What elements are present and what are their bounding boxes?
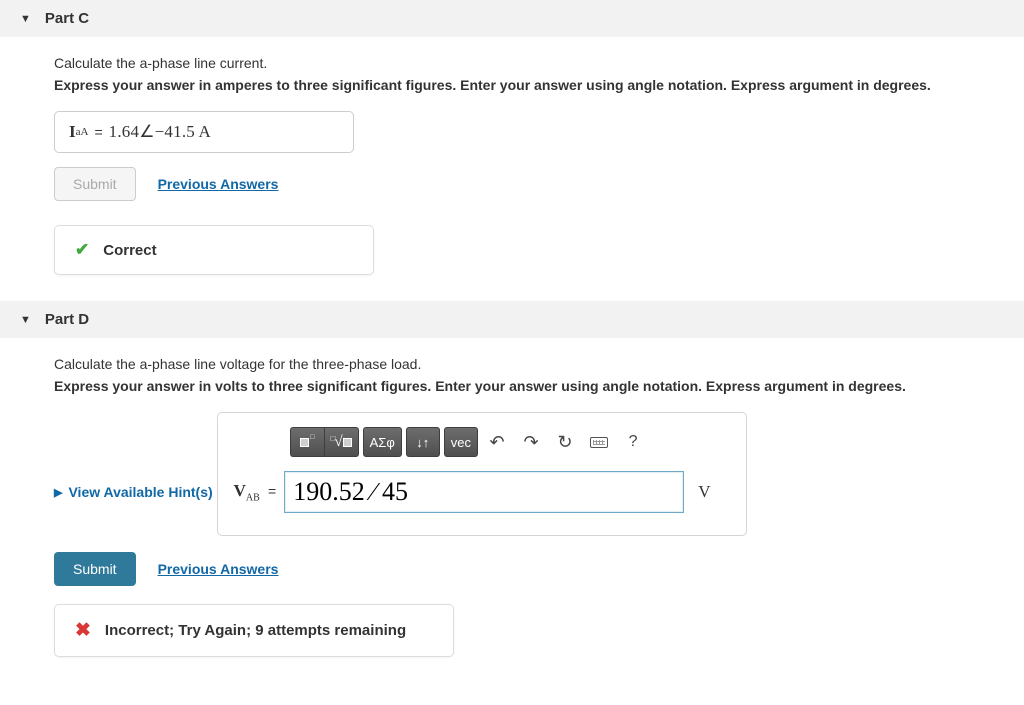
feedback-text: Correct [103, 242, 156, 259]
caret-down-icon: ▼ [20, 314, 31, 326]
view-hints-link[interactable]: ▶ View Available Hint(s) [54, 484, 213, 500]
template-button[interactable]: □ [290, 427, 324, 457]
part-d-button-row: Submit Previous Answers [54, 552, 970, 586]
submit-button[interactable]: Submit [54, 552, 136, 586]
part-d-title: Part D [45, 311, 89, 328]
vec-button[interactable]: vec [444, 427, 478, 457]
reset-icon[interactable]: ↻ [550, 427, 580, 457]
equals-sign: = [268, 483, 276, 499]
part-c: ▼ Part C Calculate the a-phase line curr… [0, 0, 1024, 289]
editor-toolbar: □ □√ ΑΣφ ↓↑ vec ↶ ↷ ↻ ? [290, 427, 730, 457]
part-d-instruction: Express your answer in volts to three si… [54, 378, 970, 394]
part-d-prompt: Calculate the a-phase line voltage for t… [54, 356, 970, 372]
part-d-feedback: ✖ Incorrect; Try Again; 9 attempts remai… [54, 604, 454, 657]
part-c-button-row: Submit Previous Answers [54, 167, 970, 201]
variable-subscript: AB [246, 492, 260, 503]
part-c-feedback: ✔ Correct [54, 225, 374, 275]
variable-label: VAB = [234, 481, 277, 503]
radical-icon: □√ [331, 434, 352, 451]
previous-answers-link[interactable]: Previous Answers [158, 561, 279, 577]
part-c-answer-box: IaA = 1.64∠−41.5 A [54, 111, 354, 153]
feedback-text: Incorrect; Try Again; 9 attempts remaini… [105, 622, 406, 639]
arrows-button[interactable]: ↓↑ [406, 427, 440, 457]
radical-button[interactable]: □√ [324, 427, 359, 457]
variable-symbol: V [234, 481, 246, 500]
greek-button[interactable]: ΑΣφ [363, 427, 402, 457]
answer-value: 1.64∠−41.5 A [109, 122, 211, 142]
undo-icon[interactable]: ↶ [482, 427, 512, 457]
check-icon: ✔ [75, 240, 89, 260]
part-c-header[interactable]: ▼ Part C [0, 0, 1024, 37]
submit-button: Submit [54, 167, 136, 201]
equals-sign: = [94, 124, 102, 140]
hints-label: View Available Hint(s) [68, 484, 212, 500]
previous-answers-link[interactable]: Previous Answers [158, 176, 279, 192]
part-c-body: Calculate the a-phase line current. Expr… [0, 37, 1024, 289]
variable-subscript: aA [76, 126, 89, 138]
caret-right-icon: ▶ [54, 486, 62, 499]
part-c-prompt: Calculate the a-phase line current. [54, 55, 970, 71]
help-icon[interactable]: ? [618, 427, 648, 457]
part-d-header[interactable]: ▼ Part D [0, 301, 1024, 338]
part-c-title: Part C [45, 10, 89, 27]
keyboard-icon[interactable] [584, 427, 614, 457]
redo-icon[interactable]: ↷ [516, 427, 546, 457]
answer-editor: □ □√ ΑΣφ ↓↑ vec ↶ ↷ ↻ ? VAB = [217, 412, 747, 536]
caret-down-icon: ▼ [20, 13, 31, 25]
variable-symbol: I [69, 122, 76, 142]
unit-label: V [698, 482, 710, 502]
template-icon: □ [300, 438, 314, 447]
editor-input-row: VAB = V [234, 471, 730, 513]
part-d: ▼ Part D Calculate the a-phase line volt… [0, 301, 1024, 671]
part-c-instruction: Express your answer in amperes to three … [54, 77, 970, 93]
part-d-body: Calculate the a-phase line voltage for t… [0, 338, 1024, 671]
x-icon: ✖ [75, 619, 91, 642]
answer-input[interactable] [284, 471, 684, 513]
